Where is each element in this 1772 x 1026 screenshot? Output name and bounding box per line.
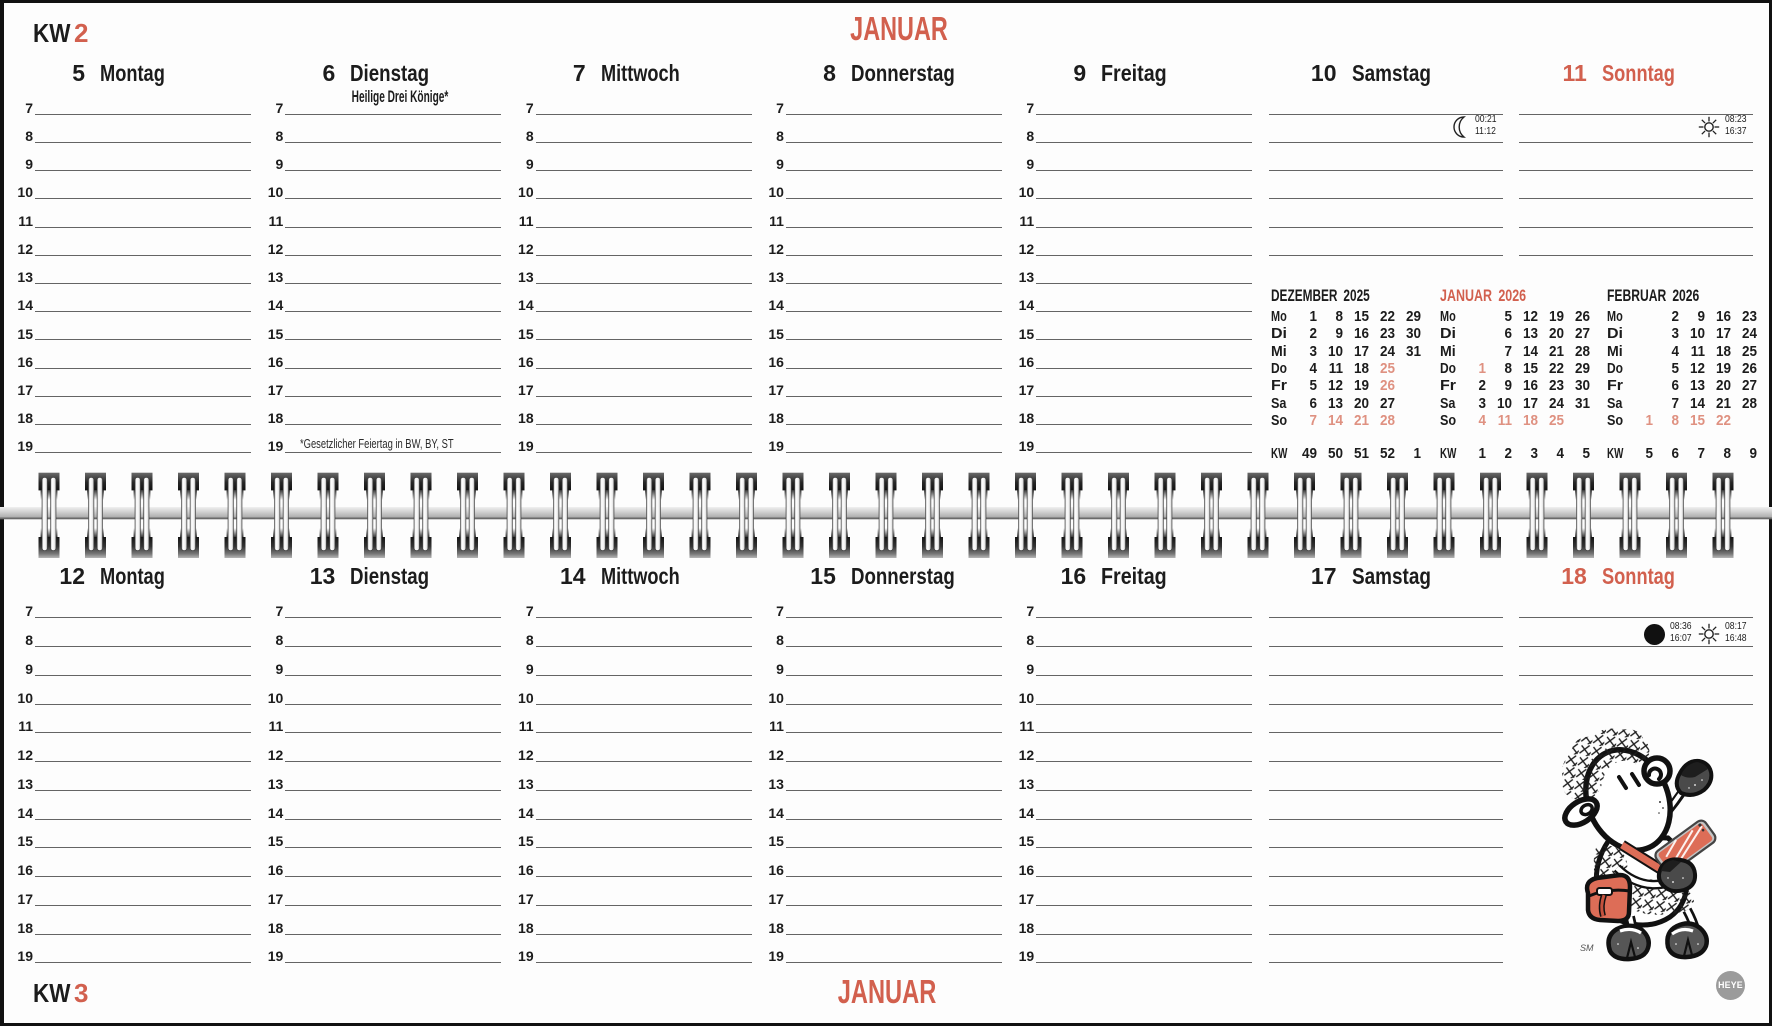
- svg-text:SM: SM: [1580, 943, 1594, 953]
